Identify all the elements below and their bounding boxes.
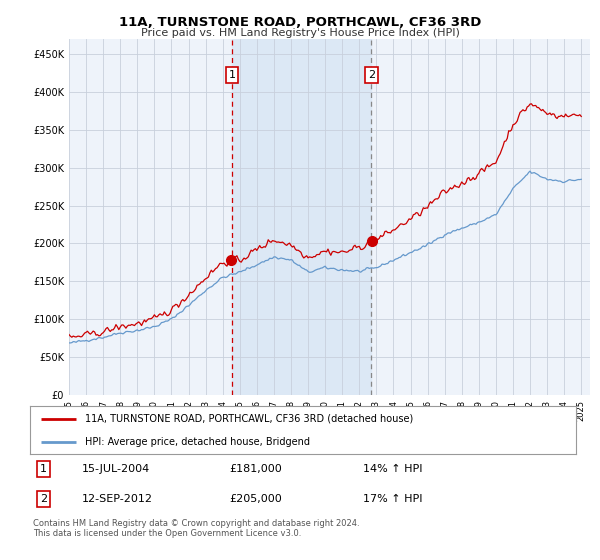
Text: 11A, TURNSTONE ROAD, PORTHCAWL, CF36 3RD (detached house): 11A, TURNSTONE ROAD, PORTHCAWL, CF36 3RD… <box>85 414 413 424</box>
Text: £205,000: £205,000 <box>229 494 282 504</box>
Text: 2: 2 <box>368 70 375 80</box>
Text: 12-SEP-2012: 12-SEP-2012 <box>82 494 153 504</box>
Bar <box>232 39 371 395</box>
Text: 15-JUL-2004: 15-JUL-2004 <box>82 464 150 474</box>
Text: 1: 1 <box>229 70 235 80</box>
Text: 2: 2 <box>40 494 47 504</box>
Text: £181,000: £181,000 <box>229 464 282 474</box>
Text: Price paid vs. HM Land Registry's House Price Index (HPI): Price paid vs. HM Land Registry's House … <box>140 28 460 38</box>
Text: 11A, TURNSTONE ROAD, PORTHCAWL, CF36 3RD: 11A, TURNSTONE ROAD, PORTHCAWL, CF36 3RD <box>119 16 481 29</box>
Text: 1: 1 <box>40 464 47 474</box>
Text: 14% ↑ HPI: 14% ↑ HPI <box>363 464 422 474</box>
Text: Contains HM Land Registry data © Crown copyright and database right 2024.
This d: Contains HM Land Registry data © Crown c… <box>33 519 359 538</box>
Text: HPI: Average price, detached house, Bridgend: HPI: Average price, detached house, Brid… <box>85 437 310 447</box>
Text: 17% ↑ HPI: 17% ↑ HPI <box>363 494 422 504</box>
